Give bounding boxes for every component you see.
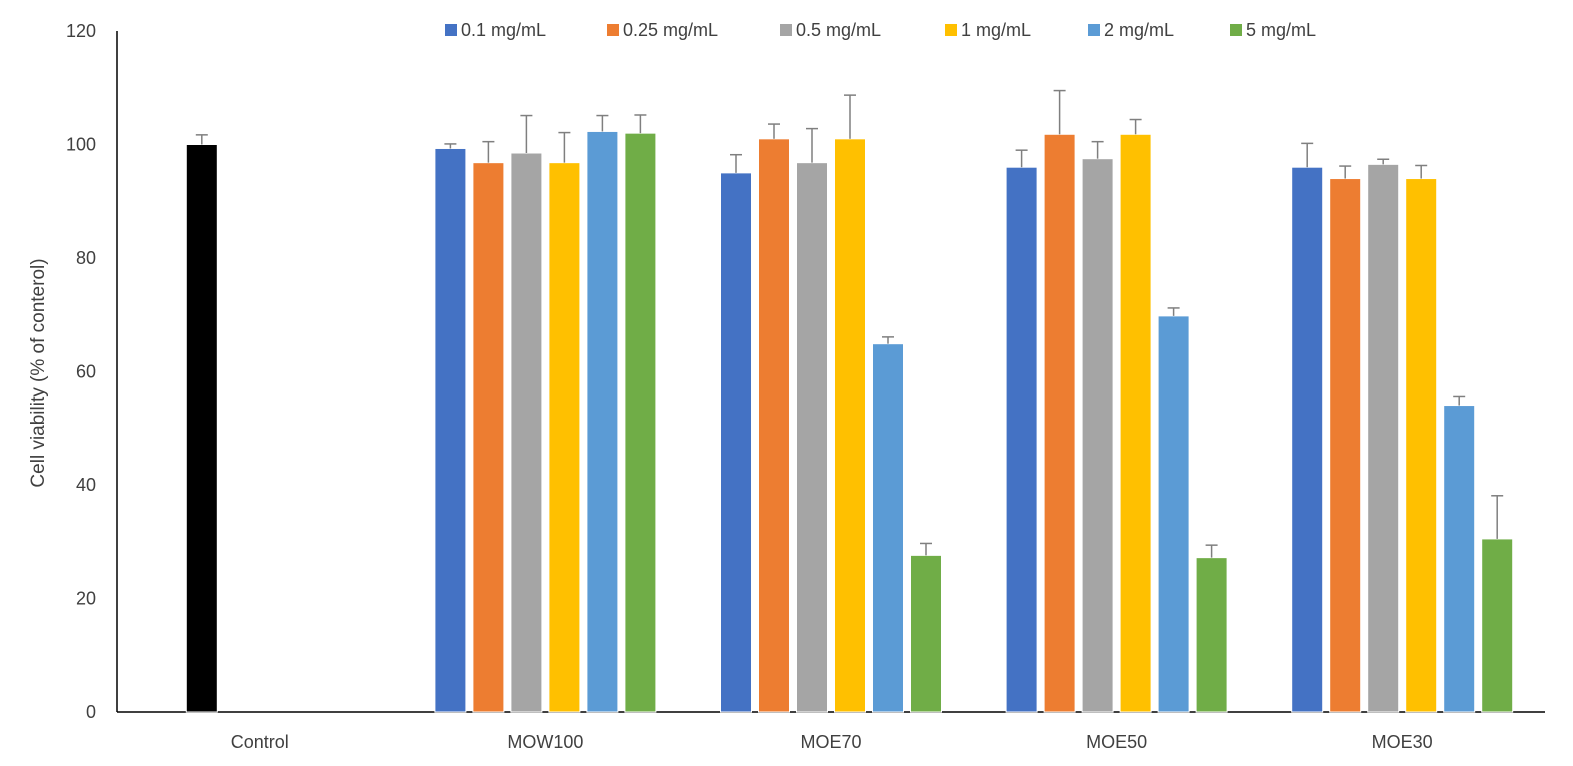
bar-mow100-series-3	[548, 162, 581, 713]
legend-swatch	[1230, 24, 1242, 36]
bar-moe30-series-3	[1405, 178, 1438, 713]
bar-moe50-series-1	[1043, 133, 1076, 713]
axes: 0 20 40 60 80 100 120 Control MOW100 MOE70 MOE50 MO…	[66, 21, 1545, 752]
bar-moe50-series-0	[1005, 166, 1038, 713]
bar-moe70-series-0	[720, 172, 752, 713]
legend-swatch	[445, 24, 457, 36]
x-tick-label: MOE30	[1372, 732, 1433, 752]
bar-mow100-series-2	[510, 152, 543, 713]
x-tick-label: Control	[231, 732, 289, 752]
bar-moe70-series-3	[834, 138, 866, 713]
legend-label: 0.25 mg/mL	[623, 20, 718, 40]
y-tick-label: 120	[66, 21, 96, 41]
error-bars	[195, 89, 1504, 558]
bar-mow100-series-1	[472, 162, 505, 713]
bar-mow100-series-5	[624, 132, 657, 713]
legend-label: 0.5 mg/mL	[796, 20, 881, 40]
bars	[185, 130, 1514, 713]
bar-control	[185, 144, 218, 713]
legend-swatch	[607, 24, 619, 36]
bar-moe30-series-4	[1443, 405, 1476, 713]
bar-moe30-series-2	[1367, 163, 1400, 713]
legend-label: 5 mg/mL	[1246, 20, 1316, 40]
legend-label: 2 mg/mL	[1104, 20, 1174, 40]
bar-moe30-series-5	[1481, 538, 1514, 713]
y-tick-label: 40	[76, 475, 96, 495]
y-tick-label: 0	[86, 702, 96, 722]
bar-mow100-series-4	[586, 130, 619, 713]
x-tick-label: MOE50	[1086, 732, 1147, 752]
legend-label: 0.1 mg/mL	[461, 20, 546, 40]
legend-swatch	[1088, 24, 1100, 36]
bar-moe70-series-5	[910, 554, 942, 713]
bar-moe50-series-2	[1081, 158, 1114, 713]
bar-moe50-series-5	[1195, 557, 1228, 713]
bar-moe70-series-2	[796, 162, 828, 713]
y-axis-title: Cell viability (% of conterol)	[28, 258, 49, 487]
y-tick-label: 100	[66, 135, 96, 155]
bar-mow100-series-0	[434, 147, 467, 713]
y-tick-label: 80	[76, 248, 96, 268]
bar-moe70-series-1	[758, 138, 790, 713]
bar-moe50-series-4	[1157, 315, 1190, 713]
legend-label: 1 mg/mL	[961, 20, 1031, 40]
x-tick-label: MOW100	[507, 732, 583, 752]
bar-moe30-series-1	[1329, 178, 1362, 713]
bar-moe30-series-0	[1291, 166, 1324, 713]
legend-swatch	[780, 24, 792, 36]
bar-moe70-series-4	[872, 343, 904, 713]
legend: 0.1 mg/mL 0.25 mg/mL 0.5 mg/mL 1 mg/mL 2 mg/…	[445, 20, 1316, 40]
legend-swatch	[945, 24, 957, 36]
bar-moe50-series-3	[1119, 133, 1152, 713]
y-tick-label: 60	[76, 362, 96, 382]
x-tick-label: MOE70	[800, 732, 861, 752]
y-tick-label: 20	[76, 589, 96, 609]
